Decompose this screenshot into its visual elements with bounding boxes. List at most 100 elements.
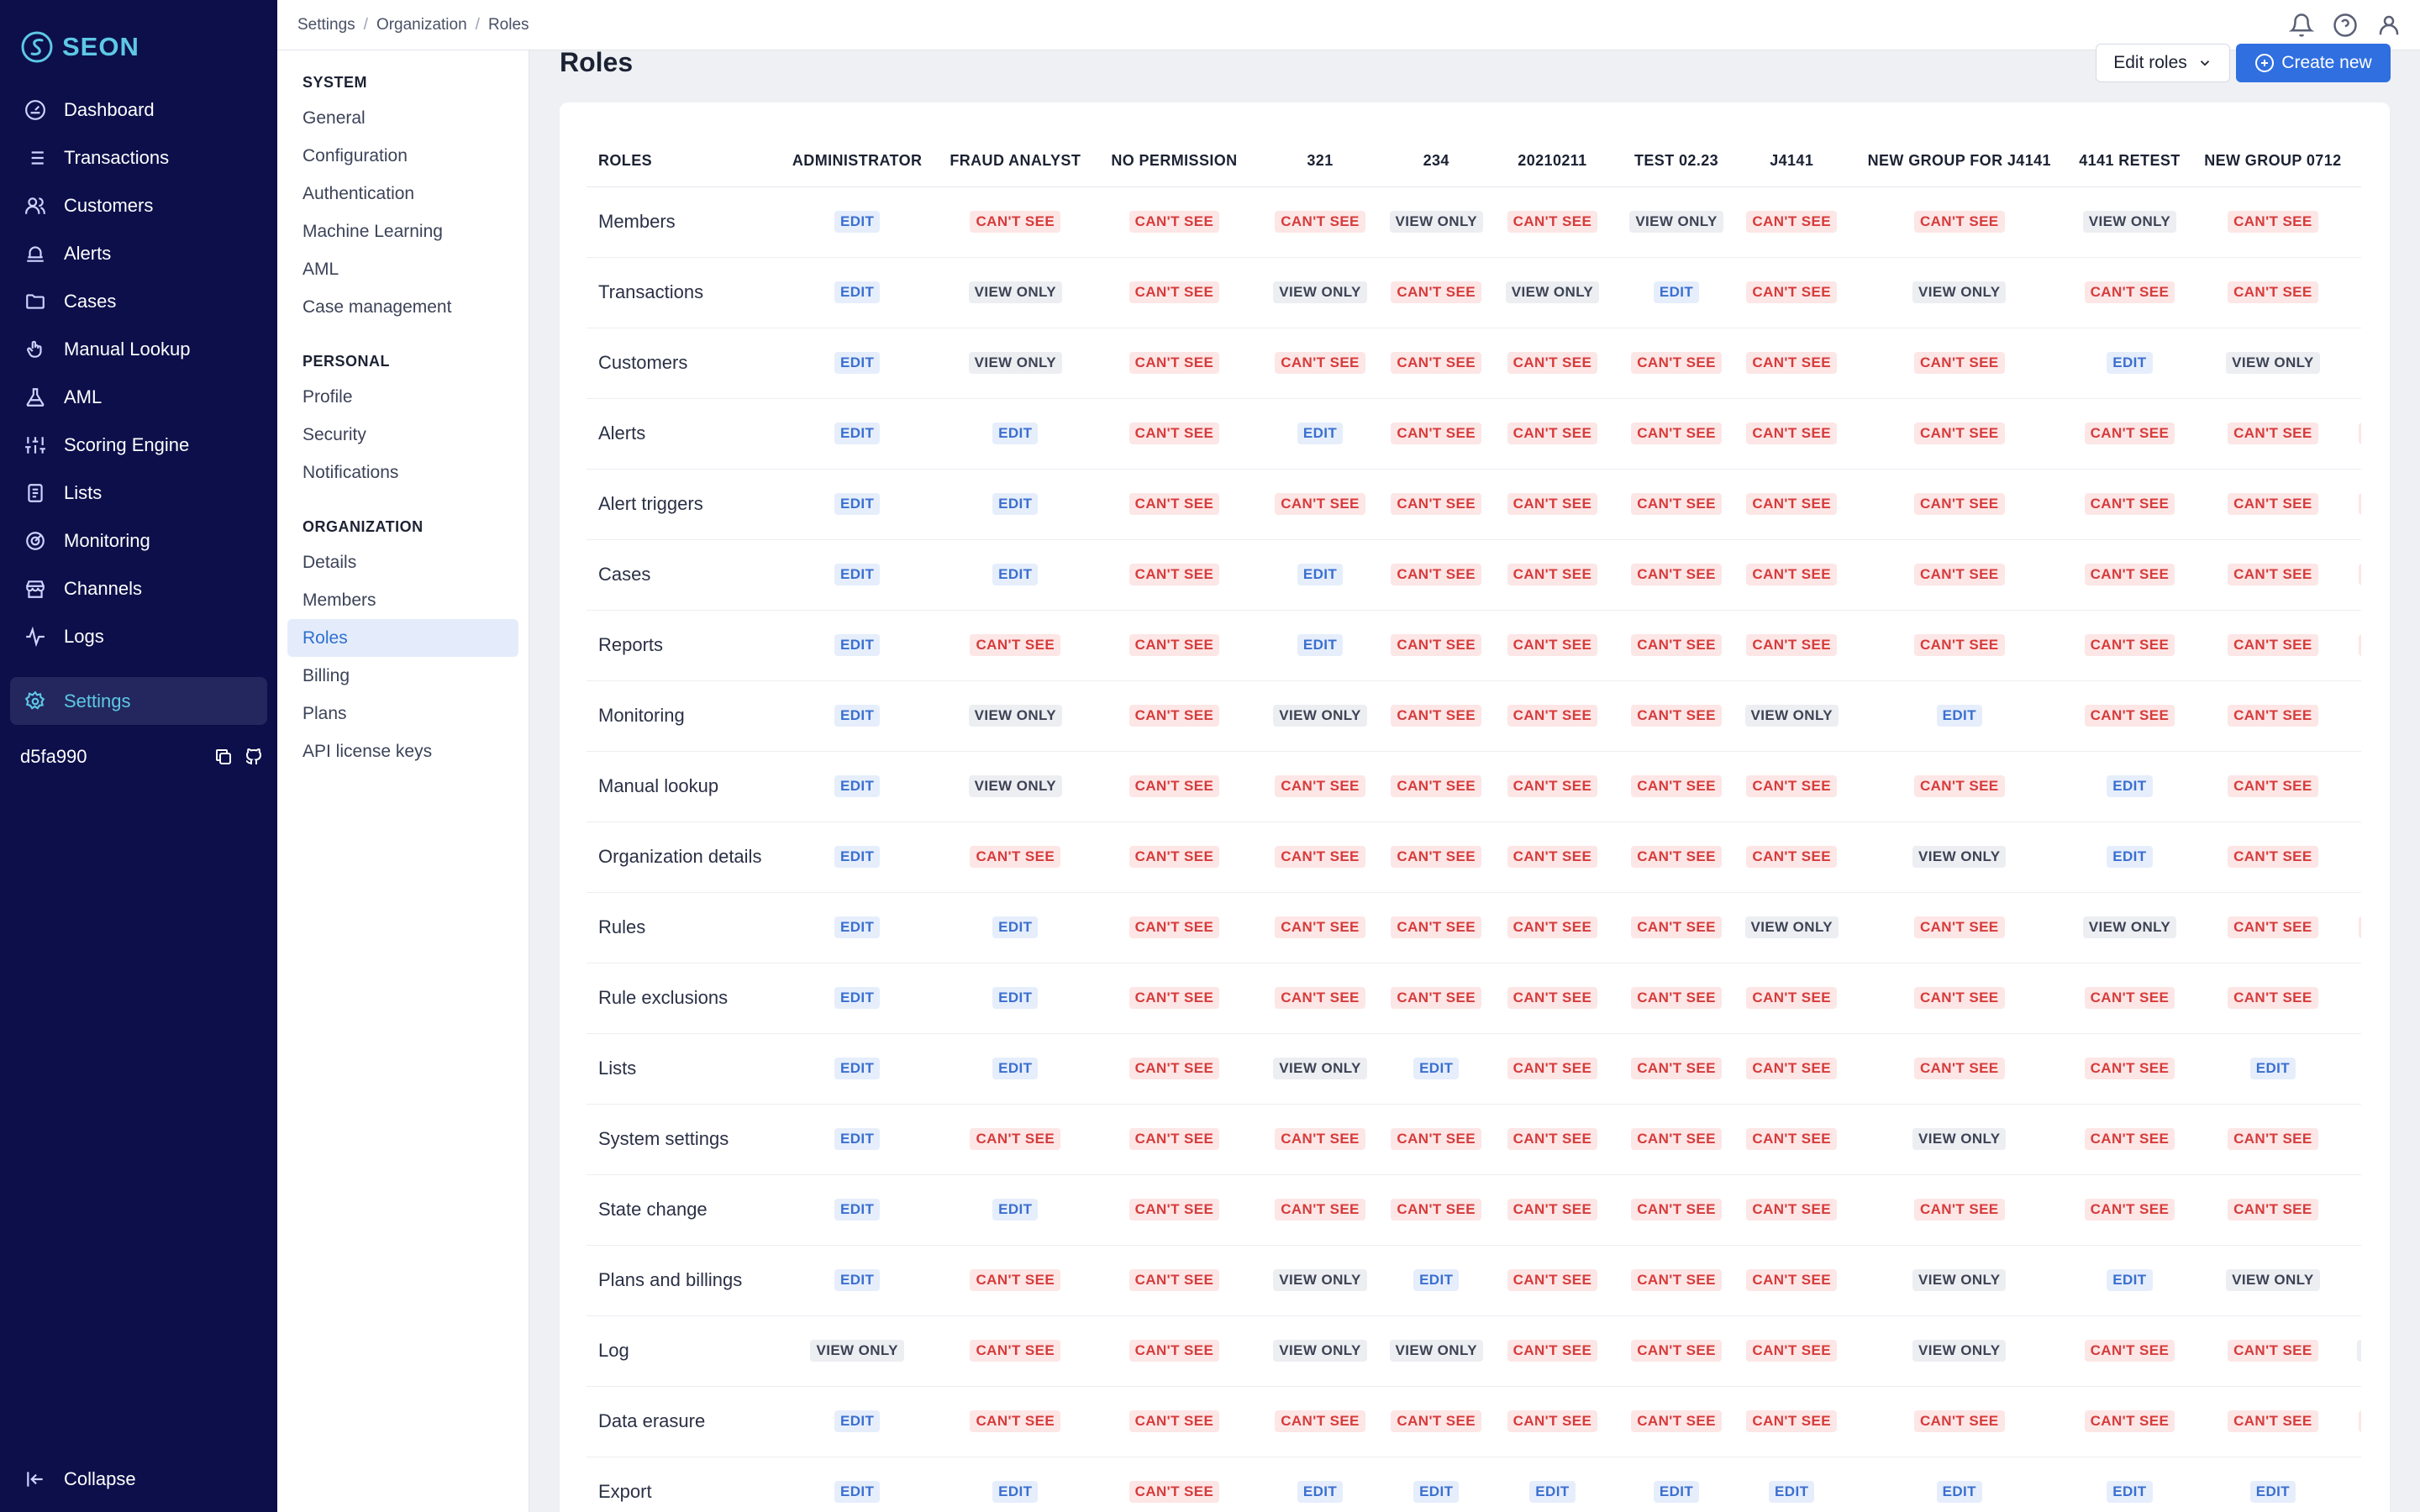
- subnav-item-profile[interactable]: Profile: [302, 386, 353, 407]
- permission-edit-badge: EDIT: [834, 1481, 881, 1503]
- permission-view-only-badge: VIEW ONLY: [1273, 1269, 1367, 1291]
- permission-cell: EDIT: [778, 892, 936, 963]
- subnav-item-plans[interactable]: Plans: [302, 703, 347, 723]
- permission-cell: CAN'T SEE: [1386, 398, 1486, 470]
- permission-cant-see-badge: CAN'T SEE: [970, 1269, 1061, 1291]
- subnav-item-api-license-keys[interactable]: API license keys: [302, 741, 433, 761]
- breadcrumb-separator: /: [475, 16, 480, 34]
- column-header-role[interactable]: NO PERMISSION: [1094, 136, 1255, 187]
- permission-cant-see-badge: CAN'T SEE: [1128, 705, 1220, 727]
- column-header-role[interactable]: 4141 RETEST: [2069, 136, 2191, 187]
- sidebar-item-manual-lookup[interactable]: Manual Lookup: [10, 325, 267, 373]
- sidebar-item-dashboard[interactable]: Dashboard: [10, 86, 267, 134]
- create-new-button[interactable]: Create new: [2236, 44, 2391, 82]
- permission-cell: EDIT: [778, 398, 936, 470]
- column-header-role[interactable]: J4141: [1733, 136, 1849, 187]
- sidebar-item-channels[interactable]: Channels: [10, 564, 267, 612]
- permission-cant-see-badge: CAN'T SEE: [2228, 775, 2318, 797]
- sidebar-item-settings[interactable]: Settings: [10, 677, 267, 725]
- subnav-item-general[interactable]: General: [302, 108, 366, 128]
- permission-cell: EDIT: [935, 398, 1095, 470]
- subnav-item-members[interactable]: Members: [302, 590, 376, 610]
- column-header-role[interactable]: 234: [1386, 136, 1486, 187]
- subnav-item-authentication[interactable]: Authentication: [302, 183, 415, 203]
- sidebar-item-transactions[interactable]: Transactions: [10, 134, 267, 181]
- copy-icon[interactable]: [213, 747, 234, 767]
- breadcrumb-settings[interactable]: Settings: [297, 16, 355, 34]
- permission-view-only-badge: VIEW ONLY: [1912, 846, 2007, 868]
- permission-cant-see-badge: CAN'T SEE: [2084, 1410, 2175, 1432]
- permission-cant-see-badge: CAN'T SEE: [2359, 634, 2361, 656]
- permission-cell: CAN'T SEE: [2190, 892, 2356, 963]
- breadcrumb-organization[interactable]: Organization: [376, 16, 467, 34]
- permission-cant-see-badge: CAN'T SEE: [970, 1410, 1061, 1432]
- subnav-item-aml[interactable]: AML: [302, 259, 339, 279]
- bell-icon[interactable]: [2289, 13, 2314, 38]
- subnav-item-notifications[interactable]: Notifications: [302, 462, 399, 482]
- subnav-item-case-management[interactable]: Case management: [302, 297, 452, 317]
- sidebar-item-customers[interactable]: Customers: [10, 181, 267, 229]
- permission-cell: VIEW ONLY: [1618, 186, 1734, 258]
- sidebar-item-scoring-engine[interactable]: Scoring Engine: [10, 421, 267, 469]
- column-header-role[interactable]: J5889: [2355, 136, 2361, 187]
- subnav-item-roles[interactable]: Roles: [287, 619, 518, 657]
- users-icon: [24, 194, 47, 218]
- column-header-role[interactable]: 321: [1254, 136, 1386, 187]
- sidebar-item-logs[interactable]: Logs: [10, 612, 267, 660]
- subnav-item-details[interactable]: Details: [302, 552, 357, 572]
- permission-view-only-badge: VIEW ONLY: [1744, 916, 1839, 938]
- column-header-role[interactable]: ADMINISTRATOR: [778, 136, 936, 187]
- gear-icon: [24, 690, 47, 713]
- sidebar-item-monitoring[interactable]: Monitoring: [10, 517, 267, 564]
- permission-cant-see-badge: CAN'T SEE: [1746, 1199, 1838, 1221]
- collapse-label: Collapse: [64, 1467, 136, 1489]
- subnav-item-machine-learning[interactable]: Machine Learning: [302, 221, 443, 241]
- permission-cant-see-badge: CAN'T SEE: [1913, 1058, 2005, 1079]
- github-icon[interactable]: [244, 747, 264, 767]
- sliders-icon: [24, 433, 47, 457]
- sidebar-item-label: Manual Lookup: [64, 338, 191, 360]
- subnav-item-billing[interactable]: Billing: [302, 665, 350, 685]
- help-icon[interactable]: [2333, 13, 2358, 38]
- permission-cant-see-badge: CAN'T SEE: [1128, 1340, 1220, 1362]
- column-header-role[interactable]: 20210211: [1486, 136, 1619, 187]
- permission-cant-see-badge: CAN'T SEE: [1746, 1128, 1838, 1150]
- permission-cell: VIEW ONLY: [1733, 680, 1849, 752]
- permission-cell: EDIT: [935, 1174, 1095, 1246]
- permission-cell: EDIT: [2355, 328, 2361, 399]
- permission-cell: CAN'T SEE: [2190, 963, 2356, 1034]
- permission-edit-badge: EDIT: [1413, 1269, 1460, 1291]
- column-header-role[interactable]: TEST 02.23: [1618, 136, 1734, 187]
- permission-cant-see-badge: CAN'T SEE: [1913, 1199, 2005, 1221]
- permission-cant-see-badge: CAN'T SEE: [1913, 423, 2005, 444]
- permission-cell: CAN'T SEE: [2190, 610, 2356, 681]
- permission-cell: CAN'T SEE: [1733, 257, 1849, 328]
- permission-cell: EDIT: [778, 963, 936, 1034]
- permission-edit-badge: EDIT: [1297, 564, 1344, 585]
- user-icon[interactable]: [2376, 13, 2402, 38]
- sidebar-item-cases[interactable]: Cases: [10, 277, 267, 325]
- roles-table-scroll[interactable]: ROLES ADMINISTRATOR FRAUD ANALYST NO PERMIS…: [587, 136, 2361, 1512]
- subnav-item-security[interactable]: Security: [302, 424, 366, 444]
- sidebar-item-aml[interactable]: AML: [10, 373, 267, 421]
- column-header-role[interactable]: FRAUD ANALYST: [935, 136, 1095, 187]
- column-header-role[interactable]: NEW GROUP FOR J4141: [1849, 136, 2070, 187]
- column-header-role[interactable]: NEW GROUP 0712: [2190, 136, 2356, 187]
- permission-cell: CAN'T SEE: [1386, 539, 1486, 611]
- permission-cell: EDIT: [1486, 1457, 1619, 1512]
- subnav-item-configuration[interactable]: Configuration: [302, 145, 408, 165]
- permission-cant-see-badge: CAN'T SEE: [1631, 987, 1722, 1009]
- sidebar-item-lists[interactable]: Lists: [10, 469, 267, 517]
- edit-roles-dropdown[interactable]: Edit roles: [2096, 44, 2230, 82]
- collapse-button[interactable]: Collapse: [10, 1455, 267, 1503]
- seon-logo[interactable]: SEON: [20, 29, 139, 66]
- permission-cell: CAN'T SEE: [935, 186, 1095, 258]
- permission-cell: EDIT: [2355, 680, 2361, 752]
- permission-cant-see-badge: CAN'T SEE: [1275, 211, 1365, 233]
- sidebar-item-alerts[interactable]: Alerts: [10, 229, 267, 277]
- permission-cell: CAN'T SEE: [1618, 963, 1734, 1034]
- permission-cell: VIEW ONLY: [935, 328, 1095, 399]
- seon-logo-icon: [21, 31, 53, 63]
- permission-cell: VIEW ONLY: [1254, 1245, 1386, 1316]
- permission-edit-badge: EDIT: [1936, 1481, 1982, 1503]
